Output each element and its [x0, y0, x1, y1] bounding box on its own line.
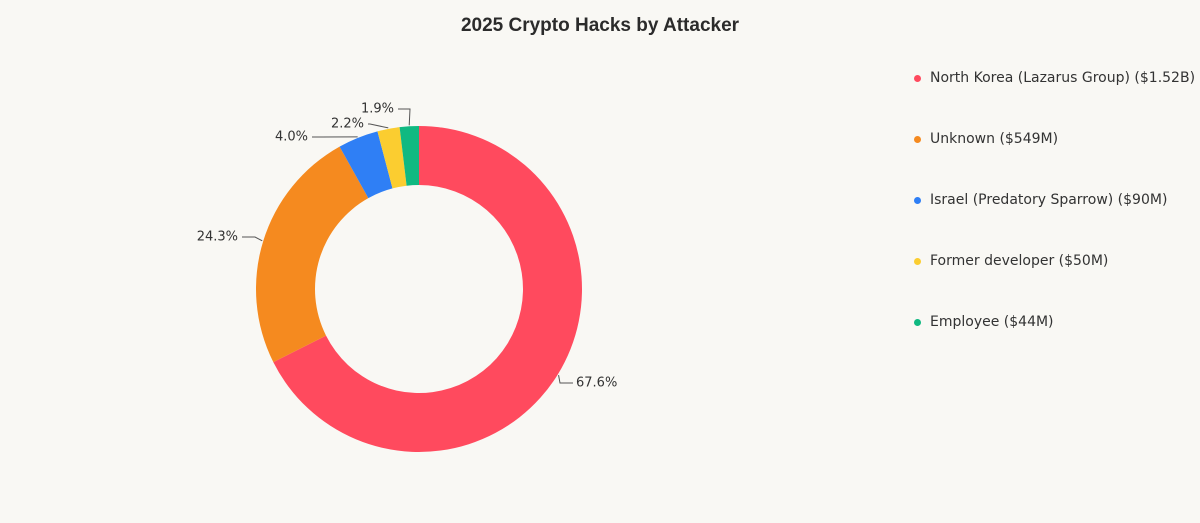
slice-label-2: 24.3%: [197, 230, 238, 245]
legend-marker-icon: [914, 136, 921, 143]
leader-line-1: [558, 375, 573, 384]
legend-marker-icon: [914, 258, 921, 265]
legend-item-1[interactable]: North Korea (Lazarus Group) ($1.52B): [914, 70, 1195, 131]
slice-5[interactable]: [399, 126, 419, 186]
legend-item-3[interactable]: Israel (Predatory Sparrow) ($90M): [914, 192, 1195, 253]
chart-title: 2025 Crypto Hacks by Attacker: [460, 15, 740, 36]
slice-label-5: 1.9%: [361, 102, 394, 117]
slice-2[interactable]: [255, 146, 369, 363]
donut-slices: [255, 126, 583, 452]
leader-line-2: [242, 236, 263, 242]
slice-4[interactable]: [377, 127, 407, 189]
percentage-labels: 67.6% 24.3% 4.0% 2.2%1.9%: [197, 102, 618, 391]
legend-label: Israel (Predatory Sparrow) ($90M): [930, 192, 1168, 208]
slice-label-3: 4.0%: [275, 130, 308, 145]
legend-label: North Korea (Lazarus Group) ($1.52B): [930, 70, 1196, 86]
leader-line-5: [398, 108, 411, 126]
legend-item-5[interactable]: Employee ($44M): [914, 314, 1195, 375]
slice-label-4: 2.2%: [331, 117, 364, 132]
legend-marker-icon: [914, 75, 921, 82]
legend: North Korea (Lazarus Group) ($1.52B) Unkn…: [914, 70, 1195, 375]
slice-3[interactable]: [339, 131, 393, 199]
slice-1[interactable]: [273, 126, 583, 452]
legend-item-2[interactable]: Unknown ($549M): [914, 131, 1195, 192]
leader-lines: [242, 108, 573, 384]
leader-line-4: [368, 123, 389, 129]
legend-item-4[interactable]: Former developer ($50M): [914, 253, 1195, 314]
legend-label: Former developer ($50M): [930, 253, 1109, 269]
legend-label: Employee ($44M): [930, 314, 1054, 330]
legend-marker-icon: [914, 197, 921, 204]
legend-label: Unknown ($549M): [930, 131, 1059, 147]
legend-marker-icon: [914, 319, 921, 326]
slice-label-1: 67.6%: [576, 376, 617, 391]
